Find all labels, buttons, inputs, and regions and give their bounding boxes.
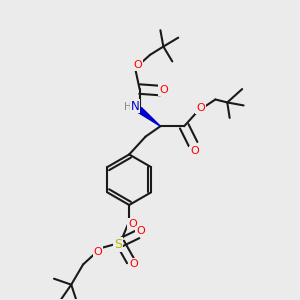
Text: S: S <box>114 238 122 251</box>
Text: O: O <box>190 146 199 157</box>
Text: O: O <box>128 219 137 229</box>
Text: H: H <box>124 103 132 112</box>
Text: O: O <box>129 259 138 269</box>
Text: O: O <box>94 247 102 257</box>
Text: O: O <box>196 103 205 113</box>
Text: N: N <box>131 100 140 112</box>
Text: O: O <box>134 60 142 70</box>
Text: O: O <box>159 85 168 95</box>
Polygon shape <box>138 107 161 126</box>
Text: O: O <box>136 226 145 236</box>
